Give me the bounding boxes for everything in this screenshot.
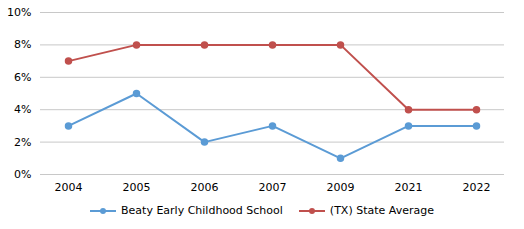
- svg-text:2006: 2006: [191, 181, 219, 194]
- svg-text:2007: 2007: [259, 181, 287, 194]
- svg-text:2004: 2004: [55, 181, 83, 194]
- svg-text:10%: 10%: [7, 6, 31, 19]
- svg-text:2%: 2%: [14, 136, 31, 149]
- svg-text:2022: 2022: [463, 181, 491, 194]
- svg-text:2009: 2009: [327, 181, 355, 194]
- svg-text:4%: 4%: [14, 103, 31, 116]
- svg-text:0%: 0%: [14, 168, 31, 181]
- html-text:Beaty Early Childhood School: Beaty Early Childhood School: [121, 204, 283, 217]
- svg-text:2021: 2021: [395, 181, 423, 194]
- svg-text:2005: 2005: [123, 181, 151, 194]
- svg-text:8%: 8%: [14, 38, 31, 51]
- html-text:(TX) State Average: (TX) State Average: [329, 204, 434, 217]
- svg-text:6%: 6%: [14, 71, 31, 84]
